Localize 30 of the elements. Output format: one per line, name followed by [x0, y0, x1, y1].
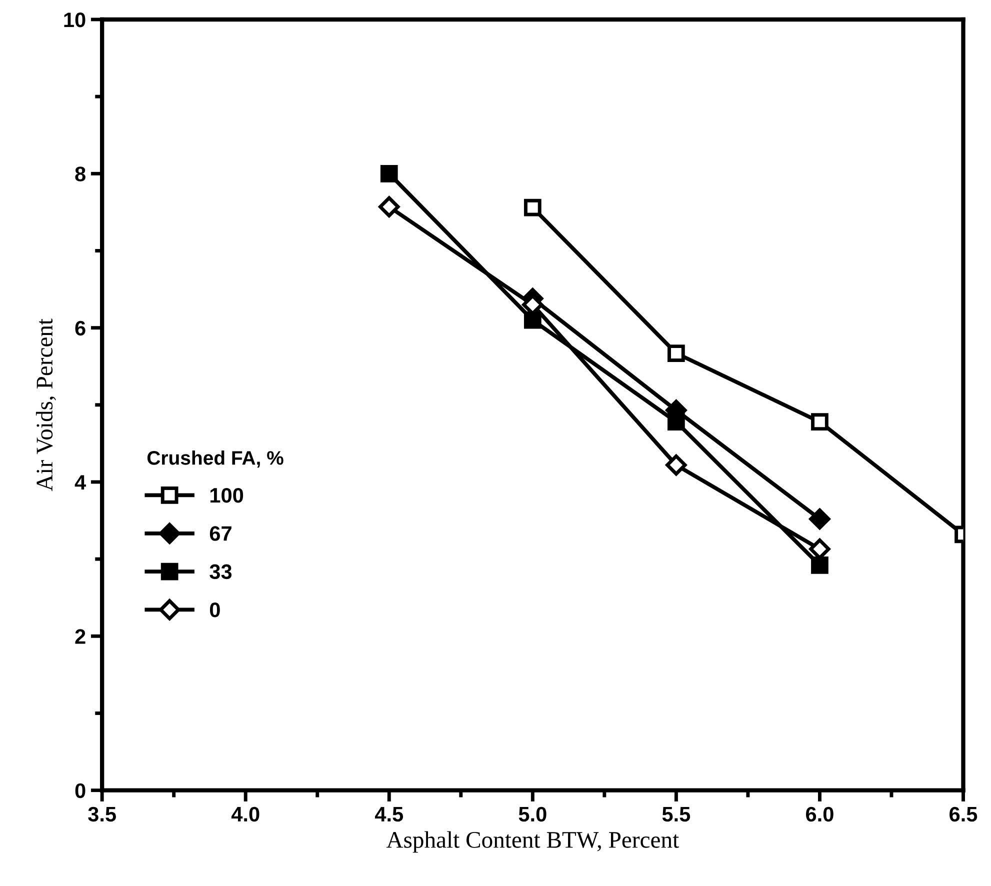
point — [668, 413, 685, 431]
y-axis-title: Air Voids, Percent — [36, 318, 56, 492]
x-tick-label: 4.0 — [231, 806, 260, 822]
point — [811, 556, 828, 574]
y-tick-label: 8 — [75, 166, 86, 182]
x-tick-label: 4.5 — [374, 807, 404, 822]
point — [666, 454, 687, 476]
y-tick-label: 10 — [64, 12, 86, 28]
point — [811, 413, 828, 431]
x-tick-label: 6.0 — [806, 806, 834, 822]
x-tick-label: 6.5 — [950, 806, 978, 822]
point — [809, 508, 830, 530]
point — [524, 198, 542, 216]
y-tick-label: 2 — [75, 629, 86, 644]
y-tick-label: 4 — [74, 475, 86, 490]
x-tick-label: 5.0 — [518, 806, 546, 822]
x-tick-label: 5.5 — [662, 807, 690, 822]
legend-label: 0 — [210, 602, 220, 618]
point — [524, 311, 542, 329]
legend-title: Crushed FA, % — [147, 450, 284, 468]
x-axis-title: Asphalt Content BTW, Percent — [386, 831, 679, 853]
legend-label: 33 — [210, 564, 232, 580]
point — [668, 344, 685, 362]
y-tick-label: 6 — [75, 320, 86, 336]
point — [378, 196, 400, 218]
point — [380, 164, 398, 182]
legend-label: 67 — [210, 526, 232, 541]
x-tick-label: 3.5 — [88, 806, 116, 822]
legend-label: 100 — [210, 488, 244, 503]
y-tick-label: 0 — [75, 783, 86, 798]
